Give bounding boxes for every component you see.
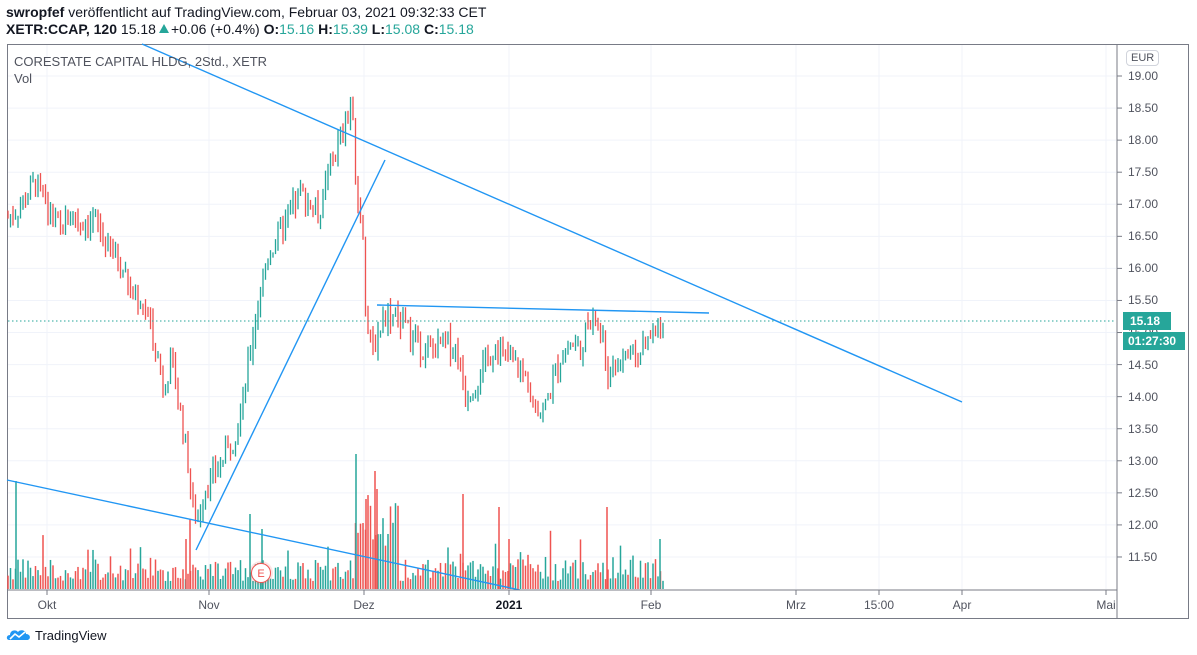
grid-lines (8, 45, 1116, 589)
price-tick-label: 14.50 (1128, 357, 1159, 372)
trendlines[interactable] (6, 43, 963, 591)
up-arrow-icon (158, 24, 169, 33)
bar-countdown-tag: 01:27:30 (1123, 332, 1185, 350)
publish-info: swropfef veröffentlicht auf TradingView.… (6, 4, 486, 21)
last-price-tag: 15.18 (1123, 312, 1171, 330)
price-tick-label: 13.50 (1128, 421, 1159, 436)
long-downtrend-upper-trendline[interactable] (141, 43, 963, 403)
time-tick-label: Mrz (786, 598, 806, 612)
symbol-interval: XETR:CCAP, 120 (6, 21, 118, 37)
time-tick-label: 15:00 (863, 598, 895, 612)
time-tick-label: Okt (37, 598, 57, 612)
price-tick-label: 13.00 (1128, 453, 1159, 468)
price-tick-label: 19.00 (1128, 69, 1159, 83)
low-value: 15.08 (385, 21, 421, 37)
price-tick-label: 18.00 (1128, 133, 1159, 148)
tradingview-brand: TradingView (35, 627, 107, 643)
chart-legend: CORESTATE CAPITAL HLDG, 2Std., XETR Vol (14, 53, 267, 87)
time-tick-label: Feb (640, 598, 662, 612)
price-axis-tick-marks (1117, 75, 1122, 558)
price-tick-label: 17.00 (1128, 197, 1159, 212)
price-bars (7, 96, 664, 528)
volume-legend[interactable]: Vol (14, 71, 33, 86)
low-label: L: (371, 21, 386, 37)
chart-frame (7, 44, 1189, 619)
horizontal-resistance-trendline[interactable] (376, 304, 710, 314)
close-value: 15.18 (438, 21, 474, 37)
time-tick-label: Apr (952, 598, 972, 612)
open-value: 15.16 (279, 21, 315, 37)
series-title[interactable]: CORESTATE CAPITAL HLDG, 2Std., XETR (14, 54, 268, 69)
time-tick-label: Dez (353, 598, 375, 612)
close-label: C: (423, 21, 439, 37)
price-tick-label: 17.50 (1128, 165, 1159, 180)
symbol-ohlc-line: XETR:CCAP, 120 15.18 +0.06 (+0.4%) O:15.1… (6, 21, 474, 38)
rising-support-trendline[interactable] (195, 159, 386, 551)
price-change: +0.06 (+0.4%) (170, 21, 260, 37)
high-label: H: (318, 21, 333, 37)
last-price: 15.18 (120, 21, 156, 37)
currency-label[interactable]: EUR (1126, 50, 1160, 66)
price-tick-label: 15.50 (1128, 293, 1159, 308)
price-tick-label: 12.00 (1128, 517, 1159, 532)
price-tick-label: 14.00 (1128, 389, 1159, 404)
price-tick-label: 12.50 (1128, 485, 1159, 500)
earnings-event-marker[interactable]: E (251, 563, 271, 583)
published-text: veröffentlicht auf TradingView.com, Febr… (64, 4, 487, 20)
price-tick-label: 11.50 (1128, 549, 1158, 564)
high-value: 15.39 (332, 21, 368, 37)
tradingview-cloud-icon (6, 630, 30, 640)
price-tick-label: 16.50 (1128, 229, 1159, 244)
time-tick-label: Nov (198, 598, 220, 612)
time-axis-tick-marks (46, 590, 1107, 595)
publisher-name[interactable]: swropfef (6, 4, 65, 20)
long-downtrend-lower-trendline[interactable] (6, 479, 521, 591)
time-tick-label: Mai (1096, 598, 1116, 612)
volume-bars (7, 454, 664, 589)
tradingview-logo[interactable]: TradingView (6, 627, 107, 643)
time-tick-label: 2021 (495, 598, 523, 612)
open-label: O: (263, 21, 280, 37)
price-tick-label: 16.00 (1128, 261, 1159, 276)
price-tick-label: 18.50 (1128, 101, 1159, 116)
